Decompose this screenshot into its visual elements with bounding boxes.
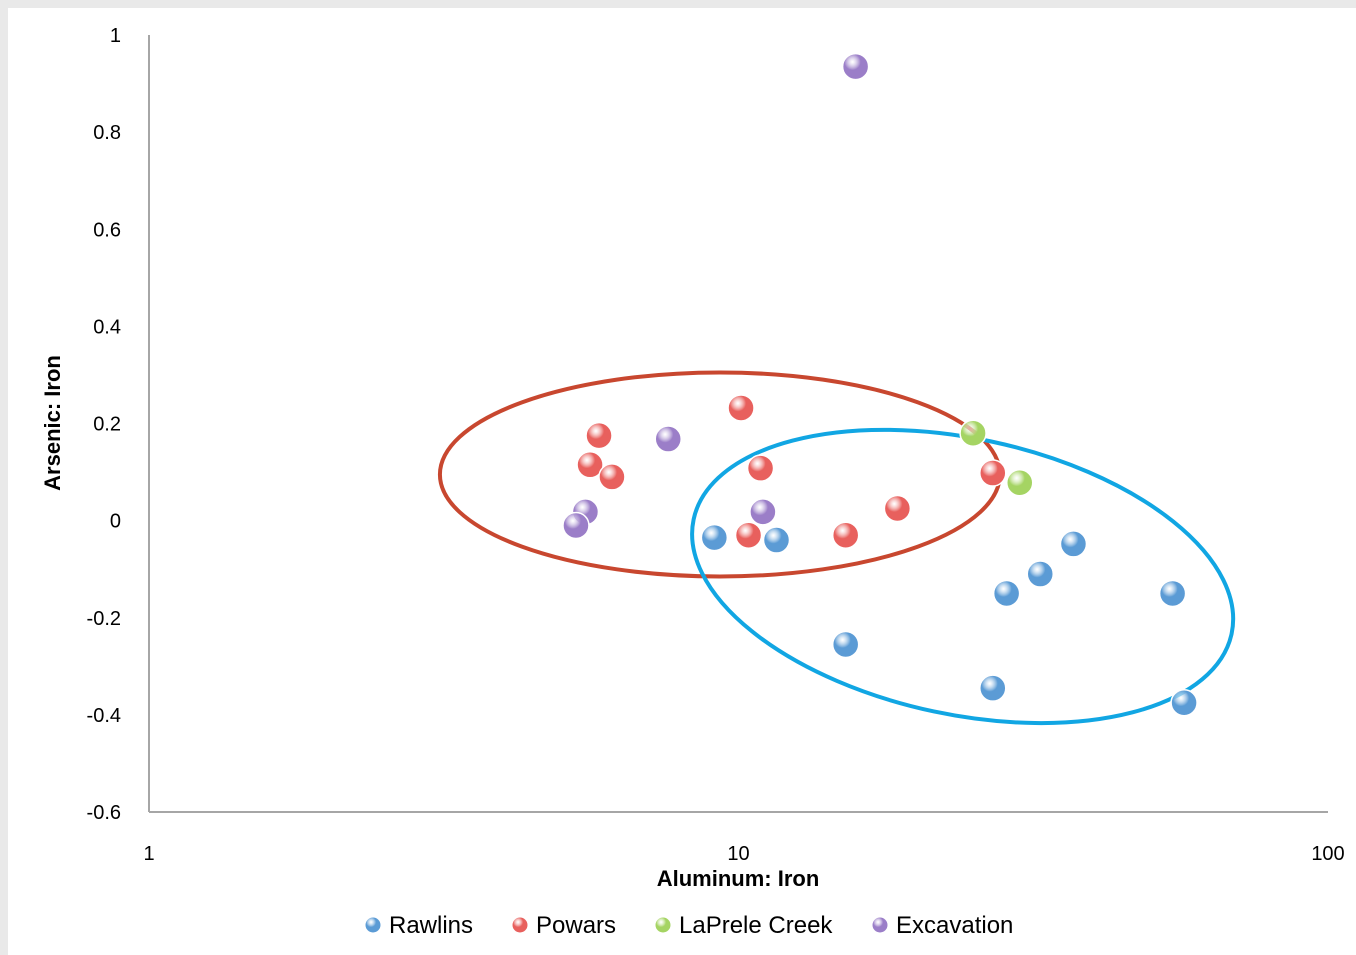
point-powars <box>576 451 604 479</box>
y-tick-label: 0.4 <box>93 316 121 338</box>
point-rawlins <box>831 630 860 659</box>
point-rawlins <box>1026 560 1055 588</box>
y-tick-label: -0.2 <box>87 608 121 630</box>
legend-label-excavation: Excavation <box>896 912 1013 939</box>
point-powars <box>727 394 755 422</box>
y-tick-label: 0 <box>110 511 121 533</box>
point-powars <box>734 521 763 549</box>
legend-label-powars: Powars <box>536 912 616 939</box>
data-points <box>562 52 1198 717</box>
x-tick-label: 1 <box>143 843 154 865</box>
y-tick-label: -0.6 <box>87 802 121 824</box>
scatter-chart: 1 0.8 0.6 0.4 0.2 0 -0.2 -0.4 -0.6 1 10 100 Aluminu… <box>40 25 1345 939</box>
y-tick-label: 0.2 <box>93 414 121 436</box>
y-axis-title: Arsenic: Iron <box>40 355 65 491</box>
point-rawlins <box>979 674 1007 702</box>
point-powars <box>831 521 860 549</box>
axes <box>148 35 1328 813</box>
legend-marker-excavation <box>871 916 889 934</box>
y-tick-label: -0.4 <box>87 705 121 727</box>
point-powars <box>979 459 1007 487</box>
point-rawlins <box>1158 579 1187 608</box>
x-tick-label: 100 <box>1311 843 1344 865</box>
point-excavation <box>841 52 870 81</box>
ellipse-layer <box>437 370 1236 726</box>
chart-frame: 1 0.8 0.6 0.4 0.2 0 -0.2 -0.4 -0.6 1 10 100 Aluminu… <box>8 8 1356 955</box>
point-excavation <box>654 425 682 453</box>
y-tick-label: 1 <box>110 25 121 47</box>
point-excavation <box>562 511 590 540</box>
y-tick-label: 0.8 <box>93 122 121 144</box>
point-powars <box>598 463 626 491</box>
y-tick-label: 0.6 <box>93 219 121 241</box>
legend: Rawlins Powars LaPrele Creek Excavation <box>364 912 1013 939</box>
point-rawlins <box>1170 688 1198 717</box>
point-powars <box>746 454 775 482</box>
point-powars <box>883 494 912 523</box>
legend-label-laprele-creek: LaPrele Creek <box>679 912 833 939</box>
point-rawlins <box>700 523 729 552</box>
point-excavation <box>749 498 777 526</box>
legend-marker-rawlins <box>364 916 382 934</box>
tick-labels: 1 0.8 0.6 0.4 0.2 0 -0.2 -0.4 -0.6 1 10 100 <box>87 25 1345 865</box>
point-rawlins <box>762 526 791 554</box>
point-rawlins <box>992 579 1021 608</box>
point-rawlins <box>1059 530 1088 558</box>
x-tick-label: 10 <box>727 843 749 865</box>
highlight-ellipse-2 <box>690 427 1236 726</box>
point-laprele-creek <box>959 419 987 447</box>
point-laprele-creek <box>1006 468 1034 497</box>
legend-marker-powars <box>511 916 529 934</box>
point-powars <box>585 421 613 450</box>
legend-label-rawlins: Rawlins <box>389 912 473 939</box>
x-axis-title: Aluminum: Iron <box>657 866 820 891</box>
legend-marker-laprele-creek <box>654 916 672 934</box>
